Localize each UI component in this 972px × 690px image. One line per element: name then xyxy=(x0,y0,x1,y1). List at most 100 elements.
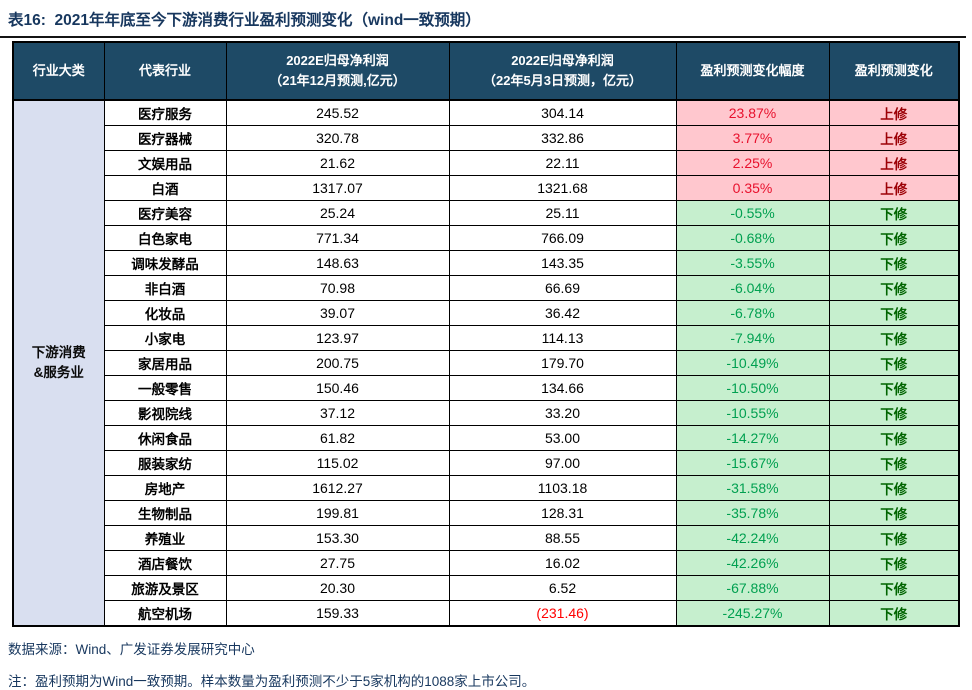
industry-name-cell: 医疗器械 xyxy=(103,125,227,151)
industry-name-cell: 文娱用品 xyxy=(103,150,227,176)
forecast-dec-cell: 150.46 xyxy=(225,375,450,401)
change-direction-cell: 下修 xyxy=(828,500,960,526)
forecast-dec-cell: 123.97 xyxy=(225,325,450,351)
col-header-industry-label: 代表行业 xyxy=(138,62,191,78)
industry-name-cell: 房地产 xyxy=(103,475,227,501)
table-row: 养殖业 153.30 88.55 -42.24% 下修 xyxy=(13,525,960,551)
data-source-line: 数据来源：Wind、广发证券发展研究中心 xyxy=(8,642,255,657)
change-direction-cell: 下修 xyxy=(828,525,960,551)
col-header-forecast-dec-line1: 2022E归母净利润 xyxy=(286,52,389,68)
change-direction-cell: 下修 xyxy=(828,400,960,426)
forecast-may-cell: 179.70 xyxy=(448,350,677,376)
change-direction-cell: 上修 xyxy=(828,175,960,201)
change-pct-cell: -10.55% xyxy=(675,400,830,426)
forecast-may-cell: 36.42 xyxy=(448,300,677,326)
forecast-may-cell: 1321.68 xyxy=(448,175,677,201)
col-header-change-direction-label: 盈利预测变化 xyxy=(854,62,933,78)
table-row: 非白酒 70.98 66.69 -6.04% 下修 xyxy=(13,275,960,301)
change-direction-cell: 下修 xyxy=(828,575,960,601)
table-row: 房地产 1612.27 1103.18 -31.58% 下修 xyxy=(13,475,960,501)
forecast-may-cell: 143.35 xyxy=(448,250,677,276)
change-pct-cell: 2.25% xyxy=(675,150,830,176)
forecast-may-cell: 134.66 xyxy=(448,375,677,401)
research-report-table-page: 表16: 2021年年底至今下游消费行业盈利预测变化（wind一致预期） 行业大… xyxy=(0,12,966,689)
col-header-forecast-dec-line2: （21年12月预测,亿元） xyxy=(269,73,406,88)
table-row: 医疗器械 320.78 332.86 3.77% 上修 xyxy=(13,125,960,151)
industry-name-cell: 旅游及景区 xyxy=(103,575,227,601)
change-direction-cell: 下修 xyxy=(828,300,960,326)
forecast-dec-cell: 771.34 xyxy=(225,225,450,251)
forecast-dec-cell: 159.33 xyxy=(225,600,450,627)
change-pct-cell: -6.04% xyxy=(675,275,830,301)
forecast-may-cell: 114.13 xyxy=(448,325,677,351)
change-direction-cell: 下修 xyxy=(828,375,960,401)
forecast-dec-cell: 200.75 xyxy=(225,350,450,376)
table-row: 休闲食品 61.82 53.00 -14.27% 下修 xyxy=(13,425,960,451)
forecast-dec-cell: 39.07 xyxy=(225,300,450,326)
industry-name-cell: 调味发酵品 xyxy=(103,250,227,276)
change-pct-cell: -245.27% xyxy=(675,600,830,627)
forecast-may-cell: 25.11 xyxy=(448,200,677,226)
industry-name-cell: 酒店餐饮 xyxy=(103,550,227,576)
col-header-forecast-may-line1: 2022E归母净利润 xyxy=(511,52,614,68)
forecast-may-cell: 33.20 xyxy=(448,400,677,426)
change-direction-cell: 下修 xyxy=(828,450,960,476)
forecast-dec-cell: 37.12 xyxy=(225,400,450,426)
forecast-dec-cell: 199.81 xyxy=(225,500,450,526)
change-pct-cell: -7.94% xyxy=(675,325,830,351)
industry-name-cell: 白色家电 xyxy=(103,225,227,251)
forecast-may-cell: 16.02 xyxy=(448,550,677,576)
change-direction-cell: 上修 xyxy=(828,150,960,176)
col-header-industry-group-label: 行业大类 xyxy=(32,62,85,78)
change-direction-cell: 下修 xyxy=(828,225,960,251)
industry-name-cell: 生物制品 xyxy=(103,500,227,526)
forecast-may-cell: (231.46) xyxy=(448,600,677,627)
table-row: 化妆品 39.07 36.42 -6.78% 下修 xyxy=(13,300,960,326)
change-pct-cell: -14.27% xyxy=(675,425,830,451)
forecast-dec-cell: 1317.07 xyxy=(225,175,450,201)
table-title: 表16: 2021年年底至今下游消费行业盈利预测变化（wind一致预期） xyxy=(8,12,481,29)
change-direction-cell: 下修 xyxy=(828,600,960,627)
forecast-may-cell: 66.69 xyxy=(448,275,677,301)
change-pct-cell: -0.68% xyxy=(675,225,830,251)
change-pct-cell: -42.26% xyxy=(675,550,830,576)
table-row: 医疗美容 25.24 25.11 -0.55% 下修 xyxy=(13,200,960,226)
change-direction-cell: 下修 xyxy=(828,350,960,376)
change-pct-cell: 23.87% xyxy=(675,99,830,126)
change-direction-cell: 下修 xyxy=(828,250,960,276)
forecast-may-cell: 332.86 xyxy=(448,125,677,151)
forecast-may-cell: 88.55 xyxy=(448,525,677,551)
industry-name-cell: 医疗服务 xyxy=(103,99,227,126)
change-direction-cell: 下修 xyxy=(828,425,960,451)
change-direction-cell: 下修 xyxy=(828,275,960,301)
forecast-may-cell: 766.09 xyxy=(448,225,677,251)
forecast-may-cell: 128.31 xyxy=(448,500,677,526)
forecast-dec-cell: 61.82 xyxy=(225,425,450,451)
forecast-may-cell: 1103.18 xyxy=(448,475,677,501)
change-direction-cell: 下修 xyxy=(828,200,960,226)
industry-name-cell: 影视院线 xyxy=(103,400,227,426)
change-pct-cell: -10.50% xyxy=(675,375,830,401)
change-direction-cell: 下修 xyxy=(828,325,960,351)
table-row: 一般零售 150.46 134.66 -10.50% 下修 xyxy=(13,375,960,401)
change-direction-cell: 下修 xyxy=(828,475,960,501)
forecast-may-cell: 22.11 xyxy=(448,150,677,176)
col-header-industry-group: 行业大类 xyxy=(12,41,105,101)
industry-group-line2: &服务业 xyxy=(33,365,84,380)
forecast-dec-cell: 1612.27 xyxy=(225,475,450,501)
table-row: 影视院线 37.12 33.20 -10.55% 下修 xyxy=(13,400,960,426)
forecast-dec-cell: 20.30 xyxy=(225,575,450,601)
forecast-may-cell: 6.52 xyxy=(448,575,677,601)
table-row: 生物制品 199.81 128.31 -35.78% 下修 xyxy=(13,500,960,526)
table-row: 服装家纺 115.02 97.00 -15.67% 下修 xyxy=(13,450,960,476)
table-row: 航空机场 159.33 (231.46) -245.27% 下修 xyxy=(13,600,960,627)
industry-group-line1: 下游消费 xyxy=(31,345,86,361)
industry-name-cell: 一般零售 xyxy=(103,375,227,401)
change-direction-cell: 下修 xyxy=(828,550,960,576)
change-pct-cell: -3.55% xyxy=(675,250,830,276)
industry-name-cell: 养殖业 xyxy=(103,525,227,551)
table-row: 下游消费 &服务业 医疗服务 245.52 304.14 23.87% 上修 xyxy=(12,99,960,627)
footnote-line: 注：盈利预期为Wind一致预期。样本数量为盈利预测不少于5家机构的1088家上市… xyxy=(8,674,536,689)
header-row: 行业大类 代表行业 2022E归母净利润 （21年12月预测,亿元） 2022E… xyxy=(12,41,960,101)
industry-name-cell: 航空机场 xyxy=(103,600,227,627)
